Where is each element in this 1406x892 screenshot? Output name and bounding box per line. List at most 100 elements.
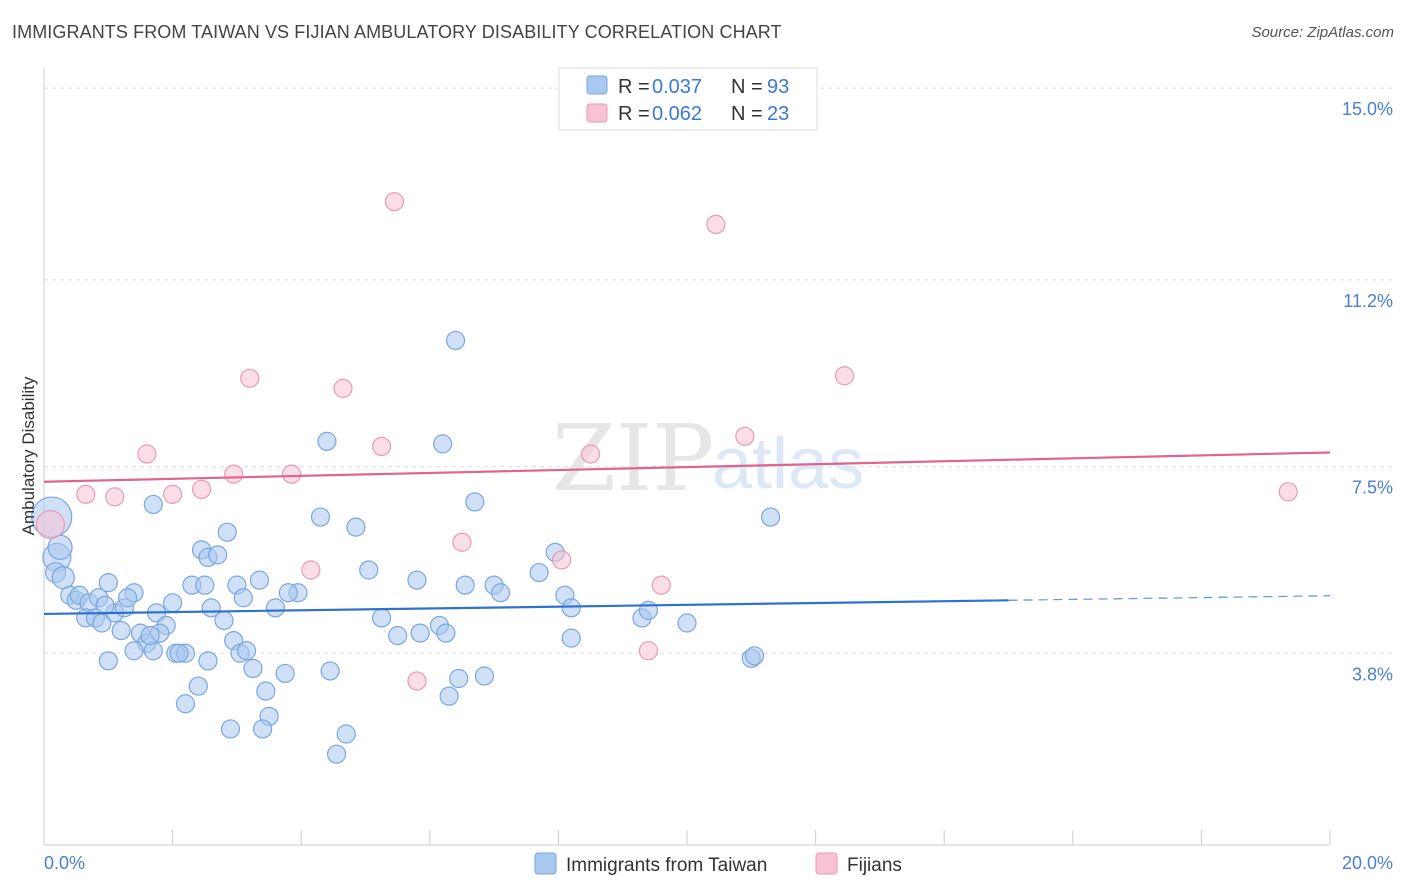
bottom-legend-swatch-fijians (815, 852, 838, 875)
point-taiwan (336, 724, 356, 744)
point-fijians (371, 436, 392, 457)
chart-title: IMMIGRANTS FROM TAIWAN VS FIJIAN AMBULAT… (12, 22, 782, 42)
point-taiwan (214, 610, 234, 631)
y-tick-label: 7.5% (1352, 478, 1393, 498)
watermark-zip: ZIP (552, 405, 714, 512)
legend-n-value-1: 93 (767, 76, 789, 98)
point-taiwan (143, 494, 163, 515)
point-fijians (580, 444, 601, 464)
legend-r-value-1: 0.037 (652, 76, 702, 98)
point-taiwan (320, 661, 340, 681)
legend-n-label-2: N = (731, 103, 763, 125)
point-fijians (638, 641, 659, 661)
point-taiwan (474, 666, 495, 686)
point-taiwan (253, 719, 273, 739)
trend-line-fijians (43, 451, 1331, 483)
point-taiwan (175, 694, 196, 714)
point-fijians (651, 575, 671, 595)
point-taiwan (490, 583, 511, 603)
bottom-legend-swatch-taiwan (534, 852, 557, 875)
point-taiwan (243, 658, 263, 679)
x-tick-marks (43, 830, 1331, 845)
point-taiwan (371, 608, 392, 628)
point-fijians (552, 550, 572, 570)
bottom-legend-label-taiwan: Immigrants from Taiwan (566, 855, 767, 876)
point-taiwan (760, 507, 781, 527)
point-taiwan (208, 545, 228, 565)
point-taiwan (439, 686, 459, 706)
series-taiwan-points (31, 330, 781, 764)
legend-r-label-2: R = (618, 103, 650, 125)
series-fijians-points (35, 192, 1298, 691)
point-taiwan (529, 562, 549, 583)
legend-swatch-fijians (586, 103, 608, 123)
point-taiwan (465, 492, 485, 512)
point-taiwan (278, 583, 298, 603)
point-taiwan (124, 641, 144, 661)
point-fijians (281, 464, 302, 484)
point-fijians (1278, 482, 1298, 502)
legend-r-label-1: R = (618, 76, 650, 98)
legend: R = 0.037 N = 93 R = 0.062 N = 23 (558, 67, 818, 131)
point-taiwan (198, 651, 218, 671)
y-tick-label: 11.2% (1343, 291, 1393, 311)
legend-n-label-1: N = (731, 76, 763, 98)
point-fijians (105, 487, 125, 507)
point-fijians (224, 464, 244, 484)
point-taiwan (310, 507, 331, 527)
trend-line-taiwan-extension (1008, 595, 1331, 601)
point-taiwan (169, 643, 189, 663)
point-fijians (452, 532, 472, 552)
point-taiwan (275, 663, 295, 684)
point-fijians (240, 368, 260, 388)
y-axis-label: Ambulatory Disability (19, 376, 38, 535)
point-taiwan (677, 613, 697, 633)
legend-n-value-2: 23 (767, 103, 789, 125)
point-taiwan (561, 598, 581, 618)
point-fijians (384, 192, 405, 212)
y-tick-labels: 3.8% 7.5% 11.2% 15.0% (1342, 99, 1393, 684)
point-taiwan (236, 641, 257, 661)
point-fijians (137, 444, 157, 464)
point-fijians (301, 560, 321, 580)
point-taiwan (388, 626, 408, 646)
point-fijians (76, 484, 96, 504)
point-taiwan (95, 595, 115, 615)
point-taiwan (188, 676, 208, 696)
point-taiwan (220, 719, 241, 739)
point-taiwan (140, 626, 160, 646)
point-fijians (706, 214, 726, 235)
point-taiwan (346, 517, 366, 537)
point-fijians (735, 426, 755, 446)
point-taiwan (98, 573, 118, 593)
point-taiwan (449, 668, 469, 689)
legend-swatch-taiwan (586, 75, 608, 95)
point-taiwan (117, 588, 138, 608)
point-taiwan (410, 623, 430, 643)
legend-r-value-2: 0.062 (652, 103, 702, 125)
point-taiwan (256, 681, 276, 701)
point-fijians (163, 484, 183, 504)
point-taiwan (317, 431, 337, 451)
point-taiwan (111, 620, 131, 641)
point-taiwan (436, 623, 456, 643)
point-taiwan (433, 434, 453, 454)
point-taiwan (326, 744, 347, 764)
point-taiwan (407, 570, 427, 590)
point-fijians (834, 366, 855, 386)
point-fijians (333, 378, 353, 398)
point-taiwan (163, 593, 183, 613)
point-taiwan (638, 600, 659, 620)
point-taiwan (195, 575, 215, 595)
point-taiwan (217, 522, 237, 542)
point-fijians (35, 510, 66, 540)
point-fijians (191, 479, 212, 499)
point-taiwan (561, 628, 581, 648)
point-taiwan (359, 560, 379, 580)
point-taiwan (98, 651, 118, 671)
bottom-legend: Immigrants from Taiwan Fijians (534, 852, 902, 876)
point-taiwan (265, 598, 286, 618)
point-taiwan (744, 646, 765, 666)
point-taiwan (233, 588, 253, 608)
x-tick-label-min: 0.0% (44, 853, 85, 873)
